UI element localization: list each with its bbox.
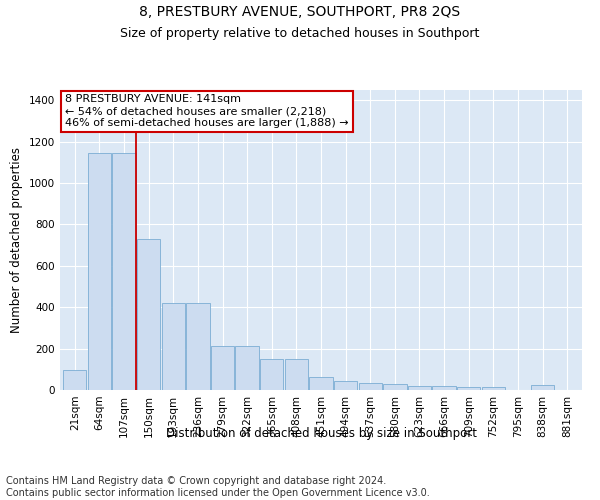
- Bar: [211, 346, 234, 390]
- Bar: [531, 386, 554, 390]
- Bar: [260, 360, 283, 390]
- Bar: [408, 386, 431, 390]
- Bar: [359, 384, 382, 390]
- Bar: [112, 153, 136, 390]
- Bar: [137, 239, 160, 390]
- Bar: [334, 380, 358, 390]
- Text: Distribution of detached houses by size in Southport: Distribution of detached houses by size …: [166, 428, 476, 440]
- Bar: [284, 360, 308, 390]
- Bar: [186, 303, 209, 390]
- Text: 8, PRESTBURY AVENUE, SOUTHPORT, PR8 2QS: 8, PRESTBURY AVENUE, SOUTHPORT, PR8 2QS: [139, 5, 461, 19]
- Bar: [161, 303, 185, 390]
- Bar: [63, 370, 86, 390]
- Bar: [482, 388, 505, 390]
- Bar: [383, 384, 407, 390]
- Y-axis label: Number of detached properties: Number of detached properties: [10, 147, 23, 333]
- Bar: [88, 153, 111, 390]
- Text: Size of property relative to detached houses in Southport: Size of property relative to detached ho…: [121, 28, 479, 40]
- Bar: [433, 386, 456, 390]
- Bar: [310, 376, 332, 390]
- Text: Contains HM Land Registry data © Crown copyright and database right 2024.
Contai: Contains HM Land Registry data © Crown c…: [6, 476, 430, 498]
- Bar: [457, 387, 481, 390]
- Text: 8 PRESTBURY AVENUE: 141sqm
← 54% of detached houses are smaller (2,218)
46% of s: 8 PRESTBURY AVENUE: 141sqm ← 54% of deta…: [65, 94, 349, 128]
- Bar: [235, 346, 259, 390]
